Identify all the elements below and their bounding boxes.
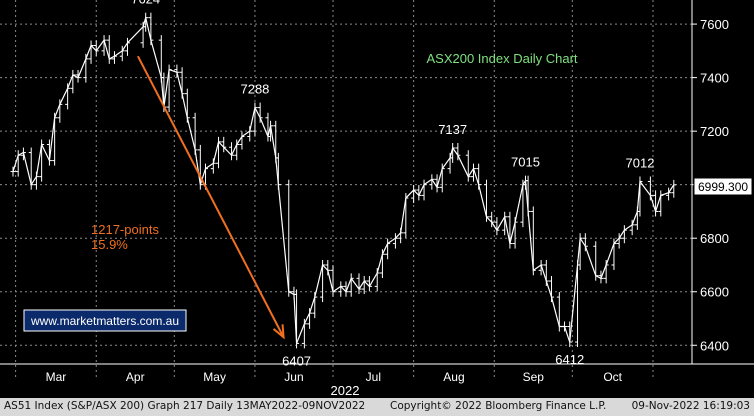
y-tick-label: 7400 [700, 71, 729, 86]
x-tick-label: Oct [603, 370, 622, 384]
watermark-text: www.marketmatters.com.au [30, 314, 179, 328]
series-layer [10, 12, 677, 349]
peak-label: 7012 [626, 155, 655, 170]
chart-title: ASX200 Index Daily Chart [426, 51, 577, 66]
x-tick-label: Sep [523, 370, 545, 384]
x-tick-label: Mar [46, 370, 67, 384]
footer-center: Copyright© 2022 Bloomberg Finance L.P. [390, 400, 607, 412]
x-tick-label: Jul [366, 370, 381, 384]
annotation-text: 15.9% [91, 237, 128, 252]
current-value-tag: 6999.300 [693, 177, 753, 196]
y-tick-label: 7600 [700, 17, 729, 32]
y-tick-label: 6400 [700, 338, 729, 353]
footer-left: AS51 Index (S&P/ASX 200) Graph 217 Daily… [4, 400, 366, 412]
x-tick-label: May [203, 370, 226, 384]
y-tick-label: 6600 [700, 285, 729, 300]
watermark-box: www.marketmatters.com.au [23, 309, 187, 332]
price-line [12, 15, 675, 344]
annotation-text: 1217-points [91, 222, 159, 237]
peak-label: 7288 [240, 82, 269, 97]
footer-bar: AS51 Index (S&P/ASX 200) Graph 217 Daily… [0, 398, 754, 416]
current-value-label: 6999.300 [698, 180, 748, 194]
x-tick-label: Apr [126, 370, 145, 384]
y-tick-label: 6800 [700, 231, 729, 246]
x-tick-label: Jun [284, 370, 303, 384]
footer-right: 09-Nov-2022 16:19:03 [631, 400, 750, 412]
x-tick-label: Aug [443, 370, 464, 384]
peak-labels: 7624 7288 6407 7137 7015 6412 7012 [131, 0, 654, 368]
arrow-line [136, 55, 285, 338]
arrow-head [272, 324, 285, 340]
x-axis-labels: Mar Apr May Jun Jul Aug Sep Oct [46, 370, 623, 384]
peak-label: 6407 [282, 353, 311, 368]
peak-label: 7137 [438, 122, 467, 137]
peak-label: 7624 [131, 0, 160, 7]
peak-label: 7015 [511, 155, 540, 170]
peak-label: 6412 [555, 352, 584, 367]
y-tick-label: 7200 [700, 124, 729, 139]
x-year-label: 2022 [331, 383, 360, 398]
